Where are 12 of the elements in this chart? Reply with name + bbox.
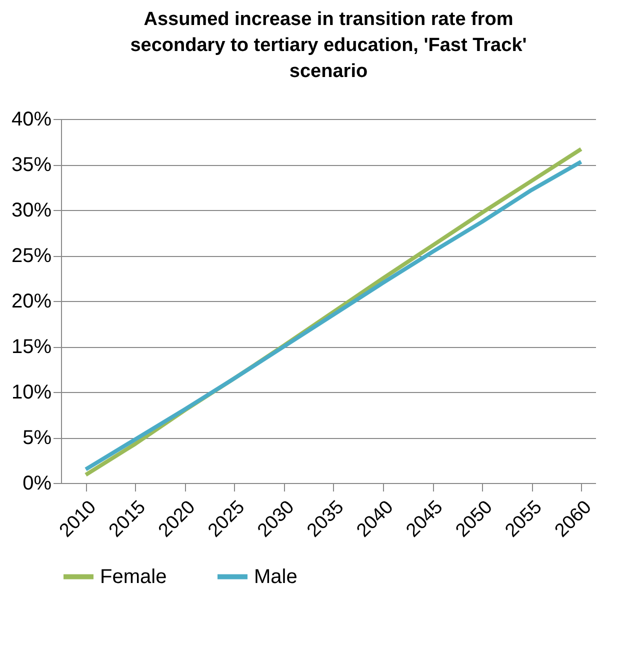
y-tick-label: 5% bbox=[22, 427, 52, 449]
y-tick-label: 40% bbox=[11, 108, 52, 130]
legend-label: Male bbox=[254, 566, 298, 588]
y-tick-label: 20% bbox=[11, 290, 52, 312]
y-tick-label: 0% bbox=[22, 472, 52, 494]
y-tick-label: 30% bbox=[11, 200, 52, 222]
y-tick-label: 10% bbox=[11, 382, 52, 404]
y-tick-label: 15% bbox=[11, 336, 52, 358]
y-tick-label: 35% bbox=[11, 154, 52, 176]
y-tick-label: 25% bbox=[11, 245, 52, 267]
legend-label: Female bbox=[100, 566, 167, 588]
chart-title: Assumed increase in transition rate from secondary to tertiary education, 'Fast Track' scenario bbox=[130, 9, 527, 82]
